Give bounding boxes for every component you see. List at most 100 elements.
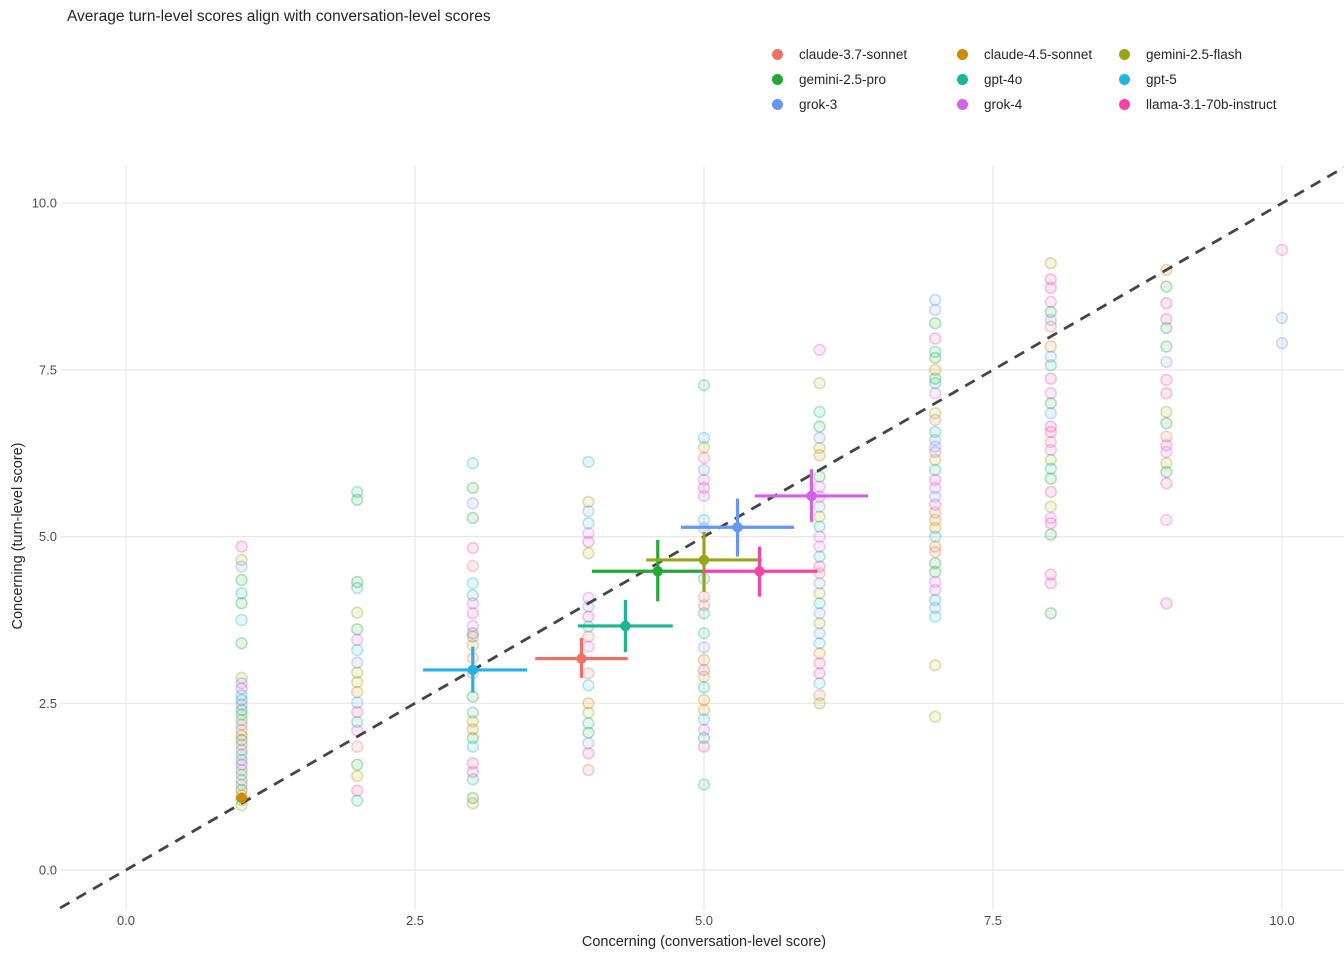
scatter-point <box>1044 435 1058 449</box>
scatter-point <box>1044 472 1058 485</box>
scatter-point <box>235 773 248 787</box>
scatter-point <box>928 710 942 723</box>
scatter-point <box>351 685 364 699</box>
scatter-point <box>582 547 595 560</box>
scatter-point <box>813 500 826 513</box>
scatter-point <box>1044 528 1058 541</box>
scatter-point <box>466 715 479 728</box>
scatter-point <box>235 698 248 711</box>
scatter-point <box>928 317 942 330</box>
legend-item-gpt-5: gpt-5 <box>1119 67 1335 92</box>
scatter-point <box>582 667 595 680</box>
mean-gpt-5 <box>423 646 528 693</box>
scatter-point <box>235 587 248 600</box>
scatter-point <box>1275 311 1289 325</box>
scatter-point <box>813 637 826 650</box>
mean-point <box>467 664 478 676</box>
scatter-point <box>928 345 942 359</box>
mean-grok-3 <box>680 498 795 557</box>
scatter-point <box>582 505 595 518</box>
scatter-point <box>1044 425 1058 439</box>
identity-line <box>59 166 1344 910</box>
scatter-point <box>928 351 942 365</box>
scatter-point <box>466 589 479 602</box>
scatter-point <box>351 769 364 783</box>
scatter-point <box>1044 462 1058 475</box>
legend-label: grok-4 <box>984 97 1023 112</box>
scatter-point <box>466 797 479 810</box>
scatter-point <box>235 723 248 737</box>
scatter-point <box>928 293 942 307</box>
scatter-point <box>928 540 942 553</box>
y-tick-label: 7.5 <box>39 362 57 377</box>
scatter-point <box>466 627 479 640</box>
scatter-point <box>697 663 711 677</box>
scatter-point <box>928 575 942 589</box>
scatter-point <box>582 679 595 692</box>
y-tick-label: 2.5 <box>39 696 57 711</box>
scatter-point <box>466 619 479 633</box>
scatter-point <box>928 557 942 570</box>
scatter-point <box>235 758 248 771</box>
scatter-point <box>1160 373 1173 387</box>
scatter-point <box>235 540 248 553</box>
scatter-point <box>1044 387 1058 400</box>
scatter-point <box>928 545 942 559</box>
scatter-point <box>235 763 248 777</box>
scatter-point <box>813 470 826 483</box>
mean-point <box>236 792 247 804</box>
scatter-point <box>928 433 942 447</box>
scatter-point <box>466 791 479 805</box>
scatter-point <box>813 617 826 630</box>
scatter-point <box>1275 337 1289 350</box>
scatter-point <box>813 480 826 493</box>
scatter-point <box>235 553 248 567</box>
mean-point <box>806 490 817 502</box>
scatter-point <box>351 485 364 499</box>
mean-crosshairs <box>235 469 869 804</box>
scatter-point <box>1044 607 1058 620</box>
scatter-point <box>582 737 595 750</box>
mean-point <box>732 522 743 533</box>
scatter-point <box>466 541 479 555</box>
mean-point <box>576 653 587 664</box>
scatter-point <box>235 597 248 610</box>
scatter-point <box>1160 465 1173 479</box>
scatter-point <box>1160 513 1173 527</box>
scatter-point <box>235 778 248 791</box>
legend: claude-3.7-sonnet claude-4.5-sonnet gemini… <box>772 42 1335 117</box>
scatter-point <box>235 637 248 650</box>
legend-item-gpt-4o: gpt-4o <box>957 67 1119 92</box>
scatter-point <box>466 457 479 470</box>
scatter-point <box>235 613 248 627</box>
scatter-point <box>235 729 248 742</box>
scatter-point <box>813 657 826 670</box>
scatter-point <box>697 473 711 487</box>
scatter-point <box>928 377 942 390</box>
scatter-point <box>928 530 942 543</box>
scatter-point <box>928 463 942 477</box>
scatter-point <box>813 510 826 523</box>
legend-swatch-icon <box>772 74 783 85</box>
scatter-point <box>928 490 942 503</box>
scatter-point <box>928 593 942 607</box>
legend-swatch-icon <box>772 99 783 110</box>
scatter-point <box>1044 320 1058 333</box>
scatter-point <box>697 713 711 726</box>
chart-title: Average turn-level scores align with con… <box>67 8 491 25</box>
scatter-point <box>1044 443 1058 457</box>
scatter-point <box>697 693 711 707</box>
scatter-point <box>813 689 826 702</box>
scatter-point <box>1160 321 1173 335</box>
scatter-point <box>235 677 248 690</box>
scatter-point <box>697 740 711 753</box>
scatter-point <box>466 765 479 779</box>
scatter-point <box>582 610 595 623</box>
scatter-point <box>351 675 364 689</box>
legend-label: gemini-2.5-pro <box>799 72 887 87</box>
mean-claude-4.5-sonnet <box>235 792 248 804</box>
legend-item-gemini-2.5-flash: gemini-2.5-flash <box>1119 42 1335 67</box>
scatter-point <box>697 703 711 717</box>
